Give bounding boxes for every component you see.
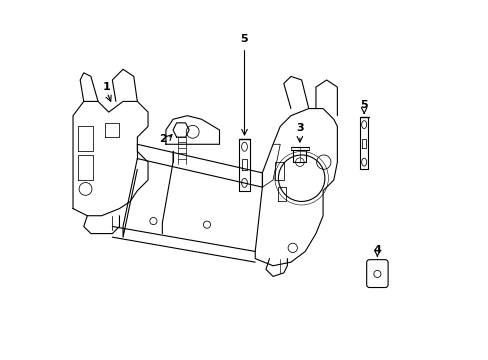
Text: 5: 5	[240, 34, 248, 44]
Text: 2: 2	[159, 134, 166, 144]
Text: 5: 5	[360, 100, 367, 110]
Text: 3: 3	[295, 123, 303, 133]
Text: 1: 1	[103, 82, 111, 92]
Text: 4: 4	[373, 245, 381, 255]
